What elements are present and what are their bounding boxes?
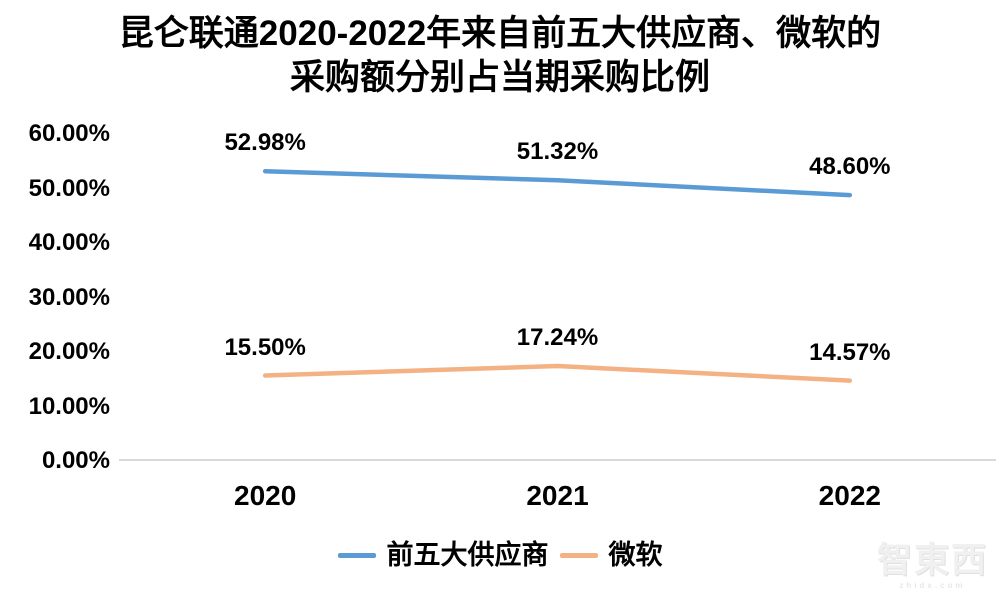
legend-label-microsoft: 微软 bbox=[608, 540, 663, 570]
data-label: 52.98% bbox=[224, 129, 306, 157]
series-line-前五大供应商 bbox=[262, 169, 853, 198]
x-tick-label: 2022 bbox=[818, 480, 881, 511]
legend-swatch-top-five-suppliers bbox=[337, 552, 376, 558]
legend-label-top-five-suppliers: 前五大供应商 bbox=[386, 540, 549, 570]
y-tick-label: 50.00% bbox=[28, 174, 110, 202]
y-tick-label: 20.00% bbox=[28, 338, 110, 365]
y-tick-label: 40.00% bbox=[28, 229, 110, 256]
data-label: 48.60% bbox=[809, 153, 891, 181]
y-tick-label: 10.00% bbox=[28, 392, 110, 420]
watermark: 智東西 zhidx.com bbox=[877, 542, 988, 592]
legend-swatch-microsoft bbox=[559, 552, 598, 558]
watermark-site-text: zhidx.com bbox=[899, 581, 966, 590]
data-label: 14.57% bbox=[809, 338, 891, 366]
data-label: 51.32% bbox=[516, 138, 599, 166]
legend: 前五大供应商 微软 bbox=[0, 540, 1000, 570]
y-tick-label: 30.00% bbox=[28, 283, 110, 311]
y-tick-label: 60.00% bbox=[28, 120, 110, 147]
x-tick-label: 2021 bbox=[526, 480, 589, 511]
chart-title: 昆仑联通2020-2022年来自前五大供应商、微软的 采购额分别占当期采购比例 bbox=[118, 14, 882, 97]
watermark-logo-text: 智東西 bbox=[876, 541, 988, 580]
data-label: 17.24% bbox=[516, 324, 599, 352]
y-tick-label: 0.00% bbox=[41, 447, 110, 474]
x-axis-line bbox=[119, 459, 996, 461]
data-label: 15.50% bbox=[224, 333, 306, 361]
x-tick-label: 2020 bbox=[234, 480, 297, 511]
series-line-微软 bbox=[262, 363, 853, 383]
